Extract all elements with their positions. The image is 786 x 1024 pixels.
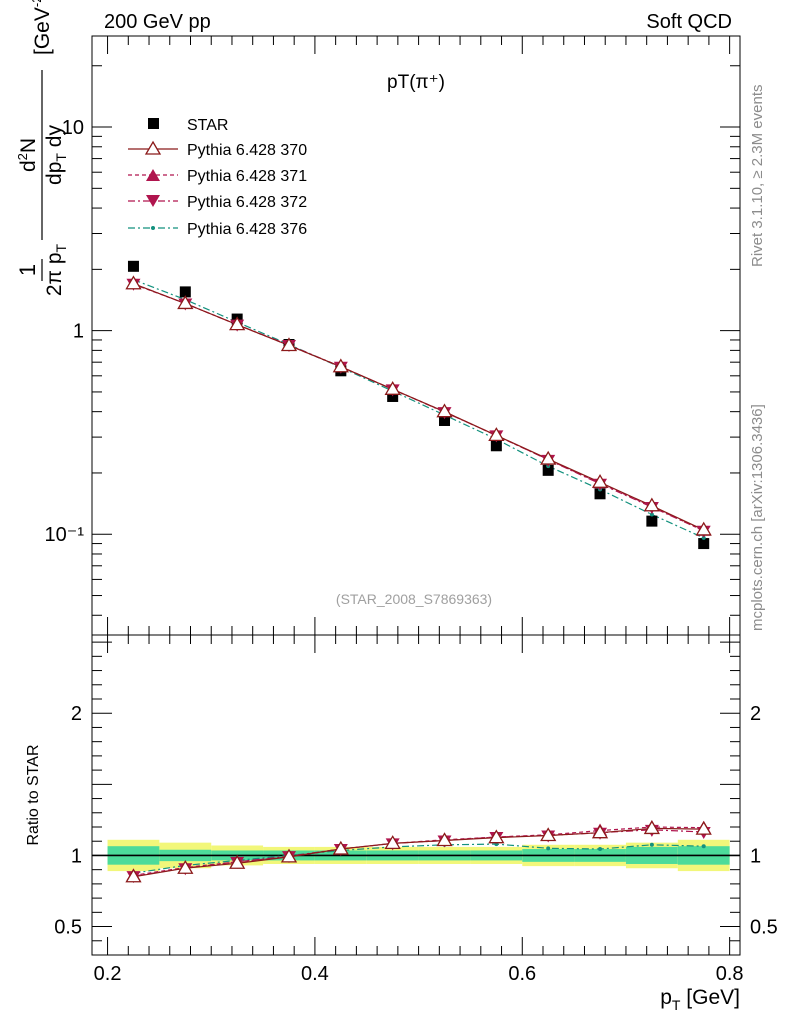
svg-text:d2N: d2N [15,138,40,172]
ratio-y-tick-label-right: 1 [750,845,761,867]
legend-label-star: STAR [187,117,228,134]
ratio-y-tick-label: 0.5 [54,917,82,939]
legend-marker-372 [146,195,160,207]
svg-text:dpT dy: dpT dy [43,125,69,185]
data-point [701,535,706,540]
data-point [177,295,194,310]
ratio-point [546,846,551,851]
data-point [591,473,609,488]
data-point [439,414,451,426]
legend-entry-372: Pythia 6.428 372 [128,194,307,211]
ratio-series [125,820,712,884]
legend-label-371: Pythia 6.428 371 [187,168,307,185]
data-point [643,497,661,512]
svg-text:2π pT: 2π pT [43,243,69,296]
watermark: (STAR_2008_S7869363) [336,591,492,607]
main-series [125,260,712,550]
legend-label-376: Pythia 6.428 376 [187,221,307,238]
ratio-point [591,824,609,839]
data-point [280,337,298,352]
data-point [698,538,710,550]
data-point [384,381,401,395]
data-point [125,275,142,290]
ratio-point [540,827,557,842]
data-point [332,358,349,373]
ratio-y-tick-label-right: 2 [750,703,761,725]
legend-entry-371: Pythia 6.428 371 [128,168,307,185]
data-point [127,260,139,272]
ratio-y-tick-label: 2 [71,703,82,725]
ratio-point [229,854,246,869]
data-point [488,427,505,442]
legend-marker-376 [151,226,155,230]
series-line-4 [133,279,704,539]
legend-marker-star [148,118,159,129]
ratio-point [649,842,654,847]
rivet-label: Rivet 3.1.10, ≥ 2.3M events [749,85,766,268]
main-y-tick-label: 10⁻¹ [45,524,85,546]
ratio-point [488,829,505,844]
data-point [540,450,557,465]
ratio-point [332,840,349,855]
data-point [542,464,554,476]
ratio-line-0 [133,827,704,878]
main-y-axis-label: 1 2π pT d2N dpT dy [GeV-2] [15,0,69,296]
ratio-point [643,820,661,835]
main-y-tick-label: 10 [62,117,84,139]
legend-entry-star: STAR [148,117,228,134]
legend-entry-376: Pythia 6.428 376 [128,221,307,238]
data-point [229,316,246,331]
x-axis-label: pT [GeV] [660,986,740,1013]
data-point [646,515,658,527]
main-title: pT(π⁺) [387,72,445,93]
ratio-point [280,848,298,863]
main-ticks: 10⁻¹ 1 10 [45,36,740,635]
ratio-point [125,868,142,883]
legend-marker-370 [144,140,162,155]
data-point [179,286,191,298]
series-line-1 [133,283,704,531]
svg-text:1: 1 [15,264,40,276]
ratio-panel: 0.5 0.5 1 1 2 2 0.2 0.4 0.6 0.8 Ratio to STAR [25,634,778,985]
series-line-3 [133,283,704,532]
x-tick-label: 0.8 [716,963,744,985]
svg-text:[GeV-2]: [GeV-2] [29,0,54,55]
data-point [436,403,453,418]
data-point [490,440,502,452]
ratio-point [384,835,401,850]
x-tick-label: 0.6 [508,963,536,985]
data-point [695,521,712,536]
ratio-line-3 [133,843,704,874]
data-point [649,512,654,517]
ratio-y-axis-label: Ratio to STAR [25,744,42,845]
main-panel: 10⁻¹ 1 10 pT(π⁺) (STAR_2008_S7869363) [45,35,741,636]
ratio-y-tick-label-right: 0.5 [750,917,778,939]
legend-marker-371 [146,169,160,181]
ratio-point [701,844,706,849]
series-line-2 [133,283,704,532]
ratio-frame [91,634,741,956]
legend: STAR Pythia 6.428 370 Pythia 6.428 371 P… [128,117,307,238]
x-tick-label: 0.2 [94,963,122,985]
ratio-ticks: 0.5 0.5 1 1 2 2 0.2 0.4 0.6 0.8 [54,635,778,985]
ratio-point [695,820,712,835]
legend-label-372: Pythia 6.428 372 [187,194,307,211]
ratio-point [598,847,603,852]
source-label: mcplots.cern.ch [arXiv:1306.3436] [749,404,766,631]
header-left: 200 GeV pp [104,11,211,33]
data-point [387,390,399,402]
header-right: Soft QCD [646,11,732,33]
legend-entry-370: Pythia 6.428 370 [128,140,307,159]
legend-label-370: Pythia 6.428 370 [187,142,307,159]
x-tick-label: 0.4 [301,963,329,985]
ratio-y-tick-label: 1 [71,845,82,867]
ratio-point [436,832,453,847]
ratio-point [177,859,194,874]
data-point [594,488,606,500]
main-y-tick-label: 1 [73,321,84,343]
